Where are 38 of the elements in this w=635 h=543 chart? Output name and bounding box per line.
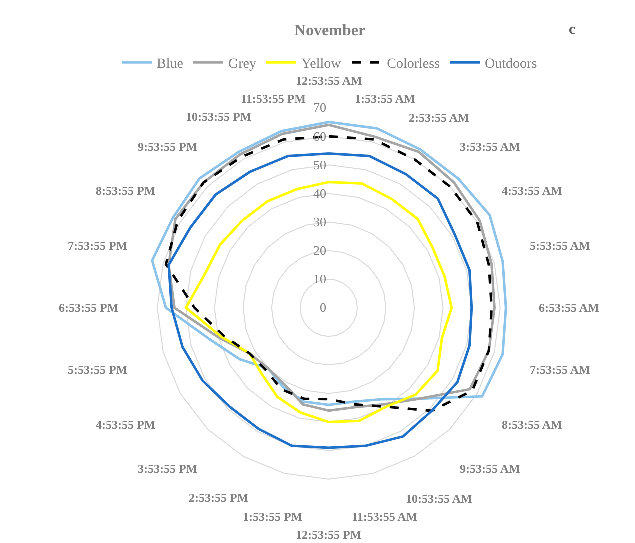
spoke-label: 7:53:55 AM	[530, 363, 590, 377]
spoke-label: 9:53:55 PM	[138, 140, 198, 154]
spoke-label: 9:53:55 AM	[460, 462, 520, 476]
y-tick-label: 50	[314, 157, 327, 172]
spoke-label: 6:53:55 PM	[59, 301, 119, 315]
spoke-label: 1:53:55 AM	[355, 92, 416, 106]
spoke-label: 7:53:55 PM	[68, 239, 128, 253]
spoke-label: 6:53:55 AM	[539, 301, 600, 315]
legend-label: Outdoors	[485, 57, 538, 72]
y-tick-label: 0	[320, 300, 327, 316]
y-tick-label: 20	[314, 243, 327, 258]
spoke-label: 2:53:55 PM	[189, 491, 249, 505]
legend-label: Blue	[157, 57, 184, 72]
legend-label: Grey	[228, 57, 256, 72]
y-tick-label: 30	[314, 214, 327, 230]
spoke-label: 10:53:55 PM	[186, 110, 252, 124]
spoke-label: 11:53:55 AM	[352, 510, 418, 524]
spoke-label: 2:53:55 AM	[409, 111, 470, 125]
spoke-label: 3:53:55 PM	[138, 462, 198, 476]
spoke-label: 5:53:55 AM	[530, 239, 590, 253]
y-tick-label: 70	[314, 100, 327, 116]
spoke-label: 4:53:55 AM	[502, 184, 562, 198]
chart-title: November	[294, 22, 366, 40]
legend-label: Yellow	[301, 57, 342, 72]
spoke-label: 3:53:55 AM	[460, 140, 520, 154]
text: c	[569, 22, 576, 38]
legend-label: Colorless	[387, 57, 440, 72]
spoke-label: 1:53:55 PM	[243, 510, 303, 524]
spoke-label: 11:53:55 PM	[241, 92, 306, 106]
spoke-label: 5:53:55 PM	[68, 363, 128, 377]
y-tick-label: 40	[314, 186, 327, 201]
spoke-label: 12:53:55 AM	[296, 74, 362, 88]
spoke-label: 4:53:55 PM	[96, 418, 156, 432]
spoke-label: 8:53:55 AM	[502, 418, 562, 432]
spoke-label: 8:53:55 PM	[96, 184, 156, 198]
spoke-label: 10:53:55 AM	[406, 492, 472, 506]
y-tick-label: 10	[314, 272, 327, 287]
spoke-label: 12:53:55 PM	[296, 528, 362, 542]
